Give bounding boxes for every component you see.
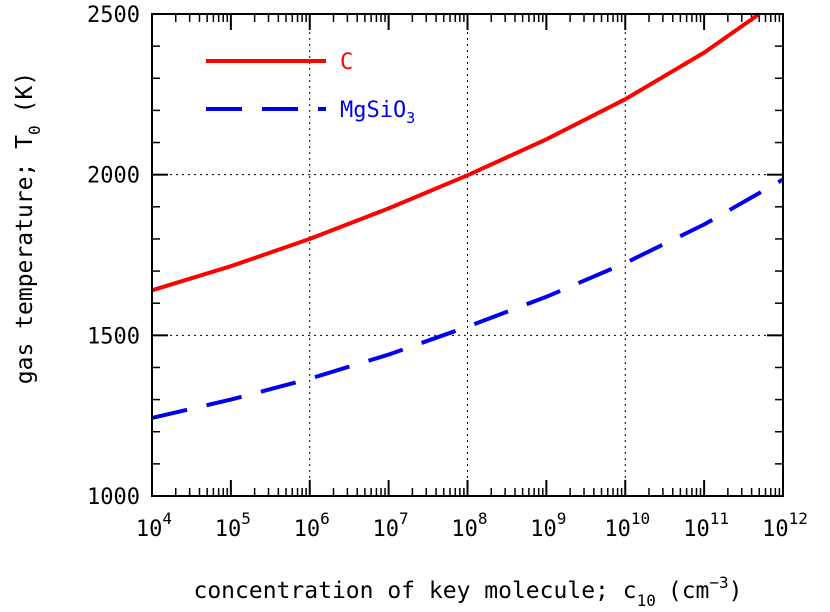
x-tick-label: 105 xyxy=(215,509,251,542)
grid-lines xyxy=(152,14,783,496)
plot-frame xyxy=(151,13,784,497)
series-line-1 xyxy=(151,177,784,420)
x-tick-label: 107 xyxy=(373,509,409,542)
series-lines xyxy=(151,12,784,420)
x-tick-label: 106 xyxy=(294,509,330,542)
y-tick-label: 2500 xyxy=(87,3,140,28)
x-axis-title: concentration of key molecule; c10 (cm−3) xyxy=(193,573,742,610)
x-tick-label: 1011 xyxy=(683,509,729,542)
y-axis-title: gas temperature; T0(K) xyxy=(12,72,44,384)
x-tick-labels: 104 105 106 107 108 109 1010 1011 1012 xyxy=(136,509,808,542)
x-tick-label: 1012 xyxy=(762,509,808,542)
y-tick-label: 2000 xyxy=(87,164,140,189)
y-tick-label: 1000 xyxy=(87,485,140,510)
y-tick-label: 1500 xyxy=(87,324,140,349)
x-tick-label: 109 xyxy=(530,509,566,542)
x-tick-label: 104 xyxy=(136,509,172,542)
legend-label-c: C xyxy=(340,50,353,75)
x-tick-label: 108 xyxy=(451,509,487,542)
x-tick-label: 1010 xyxy=(604,509,650,542)
series-line-0 xyxy=(151,12,761,293)
legend: C MgSiO3 xyxy=(206,50,415,127)
legend-label-mgsio3: MgSiO3 xyxy=(340,98,415,127)
y-tick-labels: 1000 1500 2000 2500 xyxy=(87,3,140,510)
